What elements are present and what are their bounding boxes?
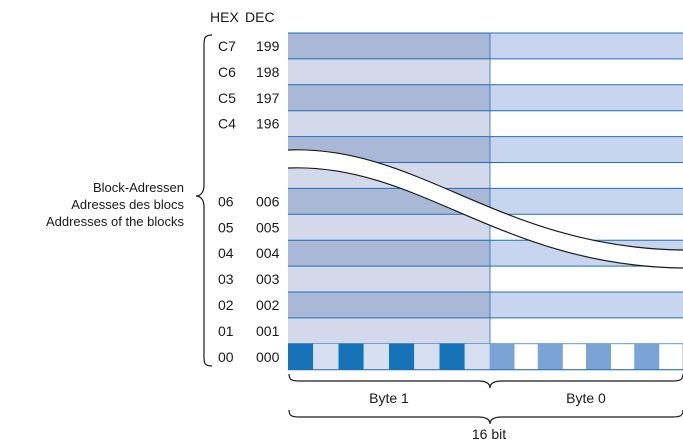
bit-cell — [288, 343, 314, 370]
block-label-de: Block-Adressen — [93, 180, 184, 195]
byte0-cell — [490, 58, 683, 85]
row-hex-label: C6 — [218, 64, 236, 80]
row-dec-label: 002 — [256, 297, 280, 313]
byte0-cell — [490, 188, 683, 215]
bit-cell — [464, 343, 490, 370]
bit-cell — [363, 343, 389, 370]
row-hex-label: 02 — [218, 297, 234, 313]
byte1-cell — [288, 266, 490, 292]
row-hex-label: 06 — [218, 193, 234, 209]
bit-cell — [658, 343, 683, 371]
row-dec-label: 197 — [256, 90, 280, 106]
byte1-cell — [288, 317, 490, 344]
hex-header: HEX — [210, 9, 239, 25]
bit-cell — [338, 343, 364, 370]
bit-cell — [489, 343, 515, 371]
byte1-cell — [288, 33, 490, 59]
break-wave-bottom-edge — [287, 167, 683, 269]
bit-cell — [414, 343, 440, 370]
bit-cell — [313, 343, 339, 370]
bit-cell — [610, 343, 636, 371]
byte0-cell — [490, 266, 683, 292]
row-hex-label: C7 — [218, 38, 236, 54]
row-dec-label: 005 — [256, 219, 280, 235]
memory-grid — [288, 32, 683, 371]
row-dec-label: 196 — [256, 116, 280, 132]
bit-cell — [439, 343, 465, 370]
byte0-cell — [490, 136, 683, 163]
row-labels: C7 199 C6 198 C5 197 C4 196 06 006 05 005 04 004 03 003… — [218, 38, 280, 365]
byte0-cell — [490, 33, 683, 59]
byte1-cell — [288, 110, 490, 137]
row-dec-label: 000 — [256, 349, 280, 365]
row-dec-label: 001 — [256, 323, 280, 339]
byte1-cell — [288, 214, 490, 241]
row-dec-label: 004 — [256, 245, 280, 261]
row-hex-label: 03 — [218, 271, 234, 287]
row-hex-label: 04 — [218, 245, 234, 261]
byte1-brace — [288, 373, 503, 389]
byte1-cell — [288, 84, 490, 111]
byte1-label: Byte 1 — [369, 390, 409, 406]
row-dec-label: 199 — [256, 38, 280, 54]
row-dec-label: 198 — [256, 64, 280, 80]
break-wave-top-edge — [287, 149, 683, 251]
bit-cell — [537, 343, 563, 371]
row-hex-label: 01 — [218, 323, 234, 339]
row-hex-label: 00 — [218, 349, 234, 365]
byte1-cell — [288, 240, 490, 267]
word-width-label: 16 bit — [472, 426, 506, 442]
bit-cell — [634, 343, 660, 371]
row-dec-label: 006 — [256, 193, 280, 209]
byte0-cell — [490, 110, 683, 137]
byte0-brace — [502, 373, 683, 382]
byte0-cell — [490, 292, 683, 318]
bit-cell — [586, 343, 612, 371]
block-label-fr: Adresses des blocs — [71, 197, 184, 212]
byte0-cell — [490, 84, 683, 111]
byte0-cell — [490, 162, 683, 189]
row-hex-label: C4 — [218, 116, 236, 132]
row-hex-label: C5 — [218, 90, 236, 106]
row-dec-label: 003 — [256, 271, 280, 287]
dec-header: DEC — [245, 9, 275, 25]
bit-cell — [513, 343, 539, 371]
byte1-cell — [288, 58, 490, 85]
word-brace — [288, 409, 683, 425]
byte0-cell — [490, 317, 683, 344]
bit-cell — [561, 343, 587, 371]
byte1-cell — [288, 292, 490, 318]
bit-cell — [389, 343, 415, 370]
row-hex-label: 05 — [218, 219, 234, 235]
block-brace — [195, 34, 213, 367]
byte0-label: Byte 0 — [566, 390, 606, 406]
block-label-en: Addresses of the blocks — [46, 214, 185, 229]
